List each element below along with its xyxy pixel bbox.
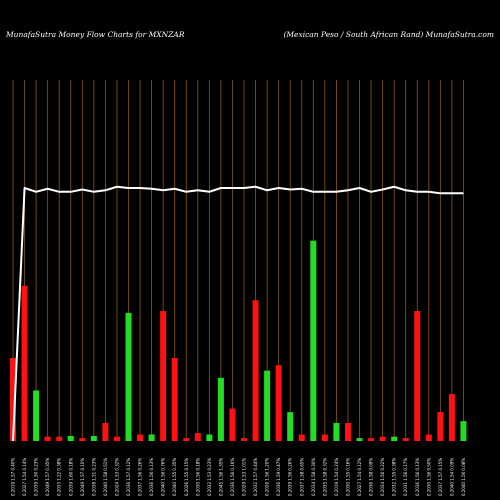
- x-tick-label: 0.2037 1.58 0.65%: [299, 458, 304, 496]
- x-tick-label: 0.2040 1.55 0.35%: [172, 458, 177, 496]
- x-tick-label: 0.2027 1.54 0.12%: [357, 458, 362, 496]
- x-tick-labels: 0.2019 1.57 0.40% 0.2027 1.54 0.14% 0.2039…: [11, 458, 466, 496]
- x-tick-label: 0.2040 1.56 0.08%: [461, 458, 466, 496]
- x-tick-label: 0.2049 1.57 0.10%: [80, 458, 85, 496]
- volume-bar-down: [344, 422, 351, 441]
- volume-bar-up: [148, 434, 155, 441]
- volume-bar-up: [356, 438, 363, 441]
- volume-bar-down: [379, 436, 386, 441]
- x-tick-label: 0.2040 1.56 0.76%: [161, 458, 166, 496]
- x-tick-label: 0.2045 1.56 1.35%: [218, 458, 223, 496]
- x-tick-label: 0.2035 1.58 0.32%: [322, 458, 327, 496]
- volume-bar-up: [125, 312, 132, 441]
- x-tick-label: 0.2036 1.56 0.13%: [149, 458, 154, 496]
- volume-bar-down: [137, 434, 144, 441]
- x-tick-label: 0.2037 1.56 0.26%: [138, 458, 143, 496]
- x-tick-label: 0.2030 1.55 0.16%: [345, 458, 350, 496]
- volume-bar-down: [171, 357, 178, 441]
- volume-bar-down: [275, 365, 282, 441]
- x-tick-label: 0.2026 1.55 0.15%: [184, 458, 189, 496]
- x-tick-label: 0.2038 1.51 0.23%: [91, 458, 96, 496]
- volume-bar-up: [206, 434, 213, 441]
- volume-bar-up: [264, 370, 271, 441]
- volume-bar-down: [160, 311, 167, 441]
- volume-bar-down: [402, 438, 409, 441]
- x-tick-label: 0.2032 1.53 0.23%: [207, 458, 212, 496]
- x-tick-label: 0.2036 1.57 0.12%: [126, 458, 131, 496]
- volume-bar-down: [241, 438, 247, 441]
- volume-bar-down: [437, 412, 444, 441]
- volume-bar-down: [56, 436, 63, 441]
- volume-bars: [10, 240, 467, 441]
- x-tick-label: 0.2027 1.54 0.14%: [22, 458, 27, 496]
- x-tick-label: 0.2036 1.58 0.09%: [369, 458, 374, 496]
- money-flow-line: [12, 185, 464, 442]
- volume-bar-up: [33, 390, 40, 441]
- volume-bar-down: [102, 422, 109, 441]
- x-tick-label: 0.2036 1.59 0.47%: [276, 458, 281, 496]
- x-tick-label: 0.2039 1.56 0.26%: [288, 458, 293, 496]
- x-tick-label: 0.2032 1.55 0.38%: [392, 458, 397, 496]
- x-tick-label: 0.2039 1.60 0.18%: [68, 458, 73, 496]
- volume-bar-down: [44, 436, 51, 441]
- volume-bar-up: [333, 422, 340, 441]
- x-tick-label: 0.2019 1.57 0.40%: [11, 458, 16, 496]
- x-tick-label: 0.2031 1.56 0.17%: [403, 458, 408, 496]
- volume-bar-up: [287, 412, 294, 441]
- volume-bar-down: [229, 408, 236, 441]
- x-tick-label: 0.2039 1.50 0.23%: [34, 458, 39, 496]
- volume-bar-up: [67, 435, 74, 441]
- x-tick-label: 0.2037 1.57 0.15%: [438, 458, 443, 496]
- x-tick-label: 0.2049 1.57 0.35%: [45, 458, 50, 496]
- volume-bar-down: [448, 394, 455, 441]
- x-tick-label: 0.2030 1.56 0.18%: [195, 458, 200, 496]
- volume-bar-down: [321, 434, 328, 441]
- chart-title-right: (Mexican Peso / South African Rand) Muna…: [283, 30, 494, 39]
- volume-bar-down: [79, 438, 86, 441]
- x-tick-label: 0.2019 1.54 0.24%: [334, 458, 339, 496]
- volume-bar-down: [414, 311, 421, 441]
- volume-bar-up: [391, 436, 398, 441]
- volume-bar-down: [10, 357, 16, 441]
- volume-bar-down: [194, 433, 201, 441]
- x-tick-label: 0.2036 1.56 0.13%: [415, 458, 420, 496]
- volume-bar-down: [21, 285, 28, 441]
- volume-bar-up: [310, 240, 317, 441]
- x-tick-label: 0.2036 1.56 0.16%: [230, 458, 235, 496]
- x-tick-label: 0.2030 1.56 0.50%: [426, 458, 431, 496]
- x-tick-label: 0.2033 1.22 0.38%: [57, 458, 62, 496]
- volume-bar-down: [252, 300, 259, 441]
- x-tick-label: 0.2034 1.58 0.30%: [311, 458, 316, 496]
- volume-bar-down: [183, 438, 190, 441]
- x-tick-label: 0.2032 1.57 0.44%: [253, 458, 258, 496]
- x-tick-label: 0.2040 1.58 0.51%: [103, 458, 108, 496]
- x-tick-label: 0.2034 1.56 0.22%: [380, 458, 385, 496]
- chart-title-left: MunafaSutra Money Flow Charts for MXNZAR: [5, 30, 185, 39]
- volume-bar-up: [90, 435, 97, 441]
- volume-bar-up: [460, 421, 467, 441]
- volume-bar-down: [368, 438, 375, 441]
- x-tick-label: 0.2029 1.53 1.01%: [242, 458, 247, 496]
- volume-bar-up: [217, 377, 224, 441]
- volume-bar-down: [425, 434, 432, 441]
- volume-bar-down: [298, 434, 305, 441]
- x-tick-label: 0.2040 1.54 0.09%: [449, 458, 454, 496]
- volume-bar-down: [113, 436, 120, 441]
- x-tick-label: 0.2026 1.56 1.20%: [265, 458, 270, 496]
- x-tick-label: 0.2024 1.53 0.32%: [114, 458, 119, 496]
